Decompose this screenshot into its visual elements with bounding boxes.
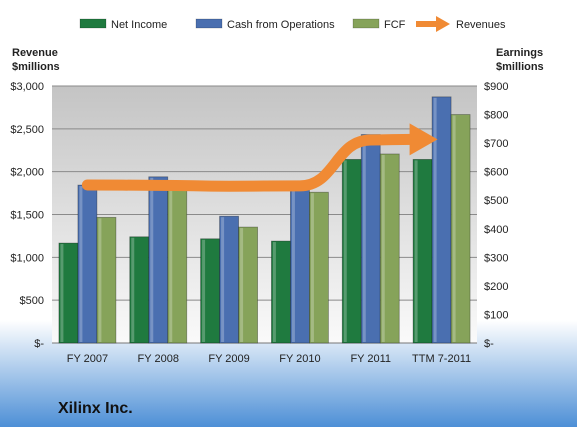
legend-swatch <box>79 18 107 29</box>
revenue-line-group <box>81 123 438 192</box>
right-tick-label: $800 <box>484 110 508 122</box>
left-axis-title-line1: Revenue <box>12 47 58 59</box>
bar-fcf <box>379 153 400 344</box>
right-axis-title-line1: Earnings <box>496 47 543 59</box>
bar-highlight <box>362 135 366 342</box>
bar-highlight <box>60 244 64 342</box>
bar-highlight <box>240 228 244 342</box>
bar-highlight <box>433 97 437 343</box>
bar-highlight <box>272 242 276 342</box>
left-tick-label: $- <box>34 338 44 350</box>
company-name: Xilinx Inc. <box>58 400 133 417</box>
right-tick-label: $300 <box>484 252 508 264</box>
bar-fcf <box>309 191 329 344</box>
x-tick-label: FY 2011 <box>350 353 391 365</box>
bar-fcf <box>96 216 117 344</box>
right-tick-label: $600 <box>484 167 508 179</box>
legend-arrow-swatch <box>436 16 450 32</box>
bar-highlight <box>452 115 456 342</box>
legend-swatch <box>352 18 380 29</box>
x-tick-label: TTM 7-2011 <box>412 353 471 365</box>
right-axis-title-line2: $millions <box>496 61 544 73</box>
right-tick-label: $100 <box>484 309 508 321</box>
x-tick-label: FY 2007 <box>67 353 108 365</box>
legend: Net Income Cash from Operations FCF Revenue… <box>79 16 506 32</box>
legend-label: FCF <box>384 19 406 31</box>
x-axis-ticks: FY 2007 FY 2008 FY 2009 FY 2010 FY 2011 TTM 7… <box>67 353 471 365</box>
right-tick-label: $200 <box>484 281 508 293</box>
x-tick-label: FY 2009 <box>208 353 249 365</box>
right-tick-label: $400 <box>484 224 508 236</box>
right-axis-ticks: $- $100 $200 $300 $400 $500 $600 $700 $800 $900 <box>484 81 508 350</box>
bar-highlight <box>131 237 135 342</box>
bar-fcf <box>238 226 258 344</box>
bar-fcf <box>450 114 471 344</box>
left-axis-title-line2: $millions <box>12 61 60 73</box>
bar-highlight <box>202 239 206 342</box>
legend-label: Revenues <box>456 19 506 31</box>
right-tick-label: $- <box>484 338 494 350</box>
left-tick-label: $1,500 <box>10 210 44 222</box>
left-tick-label: $3,000 <box>10 81 44 93</box>
gridlines <box>52 85 477 344</box>
revenue-arrowhead <box>409 123 438 156</box>
bar-group <box>58 96 471 344</box>
bar-highlight <box>221 217 225 342</box>
revenue-line <box>81 133 420 192</box>
left-tick-label: $500 <box>20 295 44 307</box>
bar-highlight <box>381 154 385 342</box>
legend-swatch <box>195 18 223 29</box>
x-tick-label: FY 2010 <box>279 353 320 365</box>
left-tick-label: $2,000 <box>10 167 44 179</box>
left-tick-label: $2,500 <box>10 124 44 136</box>
bar-highlight <box>343 160 347 342</box>
left-tick-label: $1,000 <box>10 252 44 264</box>
right-tick-label: $500 <box>484 195 508 207</box>
legend-label: Cash from Operations <box>227 19 335 31</box>
x-tick-label: FY 2008 <box>138 353 179 365</box>
left-axis-ticks: $- $500 $1,000 $1,500 $2,000 $2,500 $3,000 <box>10 81 44 350</box>
bar-highlight <box>150 177 154 342</box>
bar-highlight <box>310 193 314 342</box>
bar-highlight <box>414 160 418 342</box>
bar-highlight <box>98 218 102 342</box>
legend-label: Net Income <box>111 19 167 31</box>
bar-highlight <box>291 184 295 342</box>
right-tick-label: $700 <box>484 138 508 150</box>
right-tick-label: $900 <box>484 81 508 93</box>
bar-highlight <box>79 186 83 342</box>
bar-highlight <box>169 190 173 342</box>
